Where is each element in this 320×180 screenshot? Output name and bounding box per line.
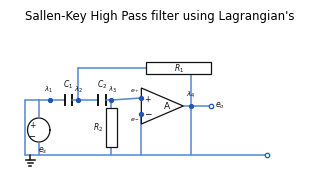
Text: $e_+$: $e_+$: [130, 87, 140, 95]
Text: $C_2$: $C_2$: [97, 78, 107, 91]
Text: A: A: [164, 102, 170, 111]
Text: $e_o$: $e_o$: [215, 101, 225, 111]
Text: −: −: [144, 109, 152, 118]
Text: $R_2$: $R_2$: [93, 121, 103, 134]
Text: −: −: [28, 132, 36, 142]
Text: $\lambda_2$: $\lambda_2$: [74, 85, 84, 95]
Text: $e_-$: $e_-$: [130, 117, 140, 123]
Bar: [146, 62, 211, 74]
Bar: [106, 108, 117, 147]
Text: $\lambda_4$: $\lambda_4$: [186, 90, 196, 100]
Text: +: +: [29, 120, 36, 129]
Text: $\lambda_1$: $\lambda_1$: [44, 85, 52, 95]
Text: $e_s$: $e_s$: [38, 145, 47, 156]
Text: $R_1$: $R_1$: [173, 63, 184, 75]
Text: $C_1$: $C_1$: [63, 78, 74, 91]
Text: $\lambda_3$: $\lambda_3$: [108, 85, 117, 95]
Text: Sallen-Key High Pass filter using Lagrangian's: Sallen-Key High Pass filter using Lagran…: [25, 10, 295, 23]
Polygon shape: [141, 88, 183, 124]
Text: +: +: [145, 94, 151, 103]
